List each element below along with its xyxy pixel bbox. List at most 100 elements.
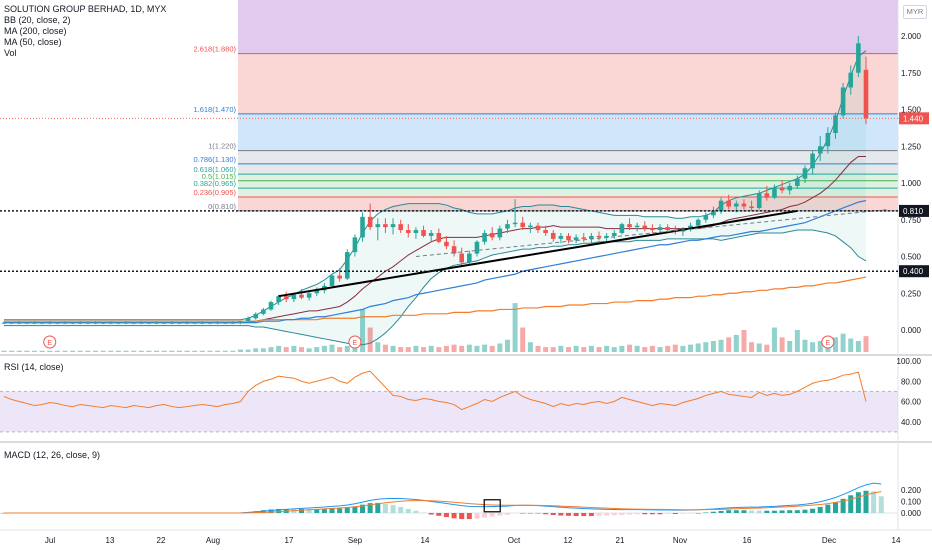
candle-body (772, 187, 777, 198)
candle-body (718, 200, 724, 211)
macd-histogram-bar (459, 513, 465, 520)
symbol-title[interactable]: SOLUTION GROUP BERHAD, 1D, MYX (4, 4, 167, 14)
candle-body (100, 322, 106, 324)
candle-body (436, 232, 442, 242)
candle-body (131, 322, 136, 324)
candle-body (207, 322, 213, 324)
macd-histogram-bar (878, 496, 884, 513)
macd-histogram-bar (558, 513, 564, 516)
candle-body (1, 322, 7, 324)
macd-histogram-bar (672, 513, 678, 515)
candle-body (833, 115, 838, 134)
volume-bar (527, 342, 533, 352)
candle-body (512, 222, 518, 225)
macd-histogram-bar (802, 509, 808, 513)
fib-zone (238, 113, 898, 151)
candle-body (276, 296, 281, 303)
macd-histogram-bar (825, 504, 831, 513)
macd-tick: 0.000 (901, 509, 922, 518)
volume-bar (482, 344, 488, 352)
main-legend: SOLUTION GROUP BERHAD, 1D, MYX BB (20, c… (4, 4, 166, 59)
candle-body (589, 235, 594, 239)
macd-histogram-bar (871, 491, 877, 513)
candle-body (85, 322, 91, 324)
candle-body (558, 235, 564, 239)
candle-body (367, 216, 373, 228)
candle-body (375, 224, 381, 228)
price-tag-label: 1.440 (903, 114, 924, 123)
candle-body (108, 322, 114, 324)
volume-bar (1, 350, 7, 352)
legend-ma200[interactable]: MA (200, close) (4, 26, 67, 36)
price-tick: 2.000 (901, 32, 922, 41)
volume-bar (649, 345, 655, 352)
volume-bar (276, 345, 282, 352)
volume-bar (520, 327, 526, 352)
legend-vol[interactable]: Vol (4, 48, 17, 58)
volume-bar (382, 344, 388, 352)
volume-bar (77, 350, 83, 352)
candle-body (520, 222, 526, 228)
candle-body (726, 200, 731, 207)
macd-histogram-bar (504, 513, 510, 515)
macd-histogram-bar (375, 502, 381, 513)
macd-histogram-bar (543, 513, 549, 515)
candle-body (245, 318, 251, 322)
candle-body (413, 230, 419, 233)
time-tick: 22 (157, 536, 166, 545)
volume-bar (657, 347, 663, 352)
legend-ma50[interactable]: MA (50, close) (4, 37, 62, 47)
volume-bar (367, 327, 373, 352)
volume-bar (436, 347, 442, 352)
volume-bar (573, 345, 579, 352)
volume-bar (16, 350, 22, 352)
candle-body (215, 322, 220, 324)
macd-tick: 0.100 (901, 498, 922, 507)
macd-histogram-bar (749, 510, 755, 513)
macd-histogram-bar (421, 512, 427, 513)
candle-body (848, 72, 854, 88)
volume-bar (443, 345, 449, 352)
candle-body (146, 322, 152, 324)
candle-body (47, 322, 53, 324)
volume-bar (291, 345, 297, 352)
volume-bar (787, 341, 793, 352)
macd-histogram-bar (649, 513, 655, 515)
currency-button[interactable]: MYR (903, 5, 927, 19)
macd-histogram-bar (794, 510, 800, 513)
candle-body (505, 224, 510, 229)
macd-title[interactable]: MACD (12, 26, close, 9) (4, 450, 101, 460)
time-tick: Dec (822, 536, 836, 545)
rsi-title[interactable]: RSI (14, close) (4, 362, 64, 372)
price-tick: 0.000 (901, 326, 922, 335)
price-tag-label: 0.810 (903, 207, 924, 216)
volume-bar (726, 337, 732, 352)
macd-histogram-bar (764, 510, 770, 513)
candle-body (657, 227, 663, 231)
legend-bb[interactable]: BB (20, close, 2) (4, 15, 71, 25)
macd-histogram-bar (863, 490, 869, 513)
candle-body (528, 225, 533, 228)
candle-body (467, 253, 472, 263)
volume-bar (413, 345, 419, 352)
candle-body (428, 232, 434, 236)
candle-body (756, 193, 762, 208)
candle-body (856, 43, 861, 73)
volume-bar (504, 339, 510, 352)
candle-body (291, 294, 297, 300)
candle-body (451, 246, 457, 254)
volume-bar (665, 345, 671, 352)
volume-bar (93, 350, 99, 352)
time-tick: 16 (743, 536, 752, 545)
candle-body (306, 293, 312, 298)
volume-bar (733, 334, 739, 352)
macd-tick: 0.200 (901, 486, 922, 495)
volume-bar (512, 303, 518, 352)
volume-bar (245, 349, 251, 352)
volume-bar (756, 343, 762, 352)
macd-histogram-bar (604, 513, 610, 516)
macd-histogram-bar (581, 513, 587, 517)
candle-body (421, 230, 426, 236)
volume-bar (802, 339, 808, 352)
